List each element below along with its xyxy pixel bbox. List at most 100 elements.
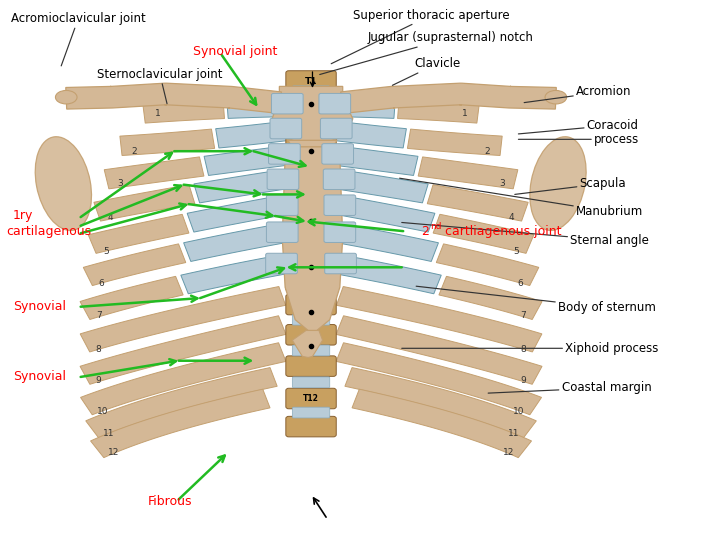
Text: Xiphoid process: Xiphoid process: [402, 342, 659, 355]
Polygon shape: [439, 276, 542, 320]
Polygon shape: [418, 157, 518, 189]
FancyBboxPatch shape: [292, 407, 330, 418]
Polygon shape: [216, 121, 290, 148]
Polygon shape: [333, 146, 418, 176]
Text: 1: 1: [155, 109, 161, 118]
Text: Clavicle: Clavicle: [392, 57, 460, 85]
Polygon shape: [227, 97, 289, 118]
FancyBboxPatch shape: [267, 169, 299, 190]
Text: process: process: [518, 133, 639, 146]
Text: 2: 2: [132, 147, 138, 156]
Polygon shape: [336, 343, 541, 415]
FancyBboxPatch shape: [292, 107, 330, 118]
Polygon shape: [187, 196, 285, 232]
Text: cartilagenous: cartilagenous: [6, 225, 91, 238]
Text: 5: 5: [513, 247, 519, 255]
Text: 4: 4: [508, 213, 514, 221]
FancyBboxPatch shape: [292, 264, 330, 274]
FancyBboxPatch shape: [322, 144, 354, 164]
FancyBboxPatch shape: [286, 156, 336, 177]
Text: 11: 11: [103, 429, 114, 437]
FancyBboxPatch shape: [266, 222, 298, 242]
FancyBboxPatch shape: [286, 271, 336, 291]
FancyBboxPatch shape: [286, 200, 336, 221]
Polygon shape: [427, 185, 528, 221]
FancyBboxPatch shape: [286, 71, 336, 91]
FancyBboxPatch shape: [324, 195, 356, 215]
Polygon shape: [335, 170, 428, 203]
Polygon shape: [272, 86, 353, 140]
FancyBboxPatch shape: [269, 144, 300, 164]
Polygon shape: [336, 287, 542, 352]
Text: Sternal angle: Sternal angle: [402, 222, 649, 247]
Polygon shape: [282, 147, 343, 330]
Text: 9: 9: [96, 376, 102, 385]
Text: nd: nd: [431, 222, 442, 231]
Polygon shape: [80, 276, 183, 320]
Polygon shape: [337, 196, 435, 232]
FancyBboxPatch shape: [325, 253, 356, 274]
Polygon shape: [332, 121, 406, 148]
Text: T1: T1: [305, 77, 318, 85]
FancyBboxPatch shape: [320, 118, 352, 139]
Text: Coastal margin: Coastal margin: [488, 381, 652, 394]
Polygon shape: [194, 170, 287, 203]
Text: 6: 6: [518, 279, 523, 288]
Text: Body of sternum: Body of sternum: [416, 286, 656, 314]
Polygon shape: [345, 368, 536, 438]
Polygon shape: [80, 287, 286, 352]
FancyBboxPatch shape: [266, 253, 297, 274]
Ellipse shape: [55, 91, 77, 104]
Text: Sternoclavicular joint: Sternoclavicular joint: [97, 68, 222, 104]
Text: 2: 2: [485, 147, 490, 156]
Polygon shape: [341, 83, 557, 113]
Polygon shape: [181, 255, 285, 294]
FancyBboxPatch shape: [286, 247, 336, 267]
Polygon shape: [81, 343, 286, 415]
FancyBboxPatch shape: [266, 195, 298, 215]
FancyBboxPatch shape: [286, 223, 336, 244]
FancyBboxPatch shape: [286, 294, 336, 315]
Text: 8: 8: [96, 346, 102, 354]
Text: 12: 12: [108, 448, 120, 457]
FancyBboxPatch shape: [324, 222, 356, 242]
Polygon shape: [336, 316, 542, 384]
Text: 12: 12: [503, 448, 514, 457]
Text: Superior thoracic aperture: Superior thoracic aperture: [331, 9, 510, 64]
FancyBboxPatch shape: [286, 91, 336, 112]
FancyBboxPatch shape: [292, 86, 330, 97]
Text: Synovial: Synovial: [13, 300, 66, 313]
FancyBboxPatch shape: [292, 240, 330, 251]
FancyBboxPatch shape: [286, 134, 336, 155]
Polygon shape: [84, 244, 186, 286]
Polygon shape: [91, 389, 270, 457]
FancyBboxPatch shape: [292, 345, 330, 356]
Text: Jugular (suprasternal) notch: Jugular (suprasternal) notch: [320, 31, 533, 75]
Polygon shape: [89, 214, 189, 253]
Polygon shape: [408, 129, 502, 156]
FancyBboxPatch shape: [292, 150, 330, 161]
FancyBboxPatch shape: [292, 172, 330, 183]
FancyBboxPatch shape: [292, 129, 330, 139]
Text: Scapula: Scapula: [515, 177, 626, 194]
Polygon shape: [433, 214, 534, 253]
FancyBboxPatch shape: [286, 388, 336, 409]
FancyBboxPatch shape: [286, 325, 336, 345]
Text: Fibrous: Fibrous: [148, 495, 192, 508]
Text: cartliagenous joint: cartliagenous joint: [441, 225, 561, 238]
FancyBboxPatch shape: [270, 118, 302, 139]
Polygon shape: [120, 129, 215, 156]
FancyBboxPatch shape: [292, 217, 330, 227]
FancyBboxPatch shape: [323, 169, 355, 190]
Text: Acromion: Acromion: [524, 85, 631, 103]
Text: T12: T12: [303, 394, 319, 403]
FancyBboxPatch shape: [271, 93, 303, 114]
Polygon shape: [204, 146, 289, 176]
Text: 2: 2: [421, 225, 429, 238]
Polygon shape: [333, 97, 395, 118]
Polygon shape: [352, 389, 531, 457]
Text: 11: 11: [508, 429, 519, 437]
Text: 9: 9: [521, 376, 526, 385]
FancyBboxPatch shape: [292, 194, 330, 205]
Polygon shape: [143, 99, 225, 123]
